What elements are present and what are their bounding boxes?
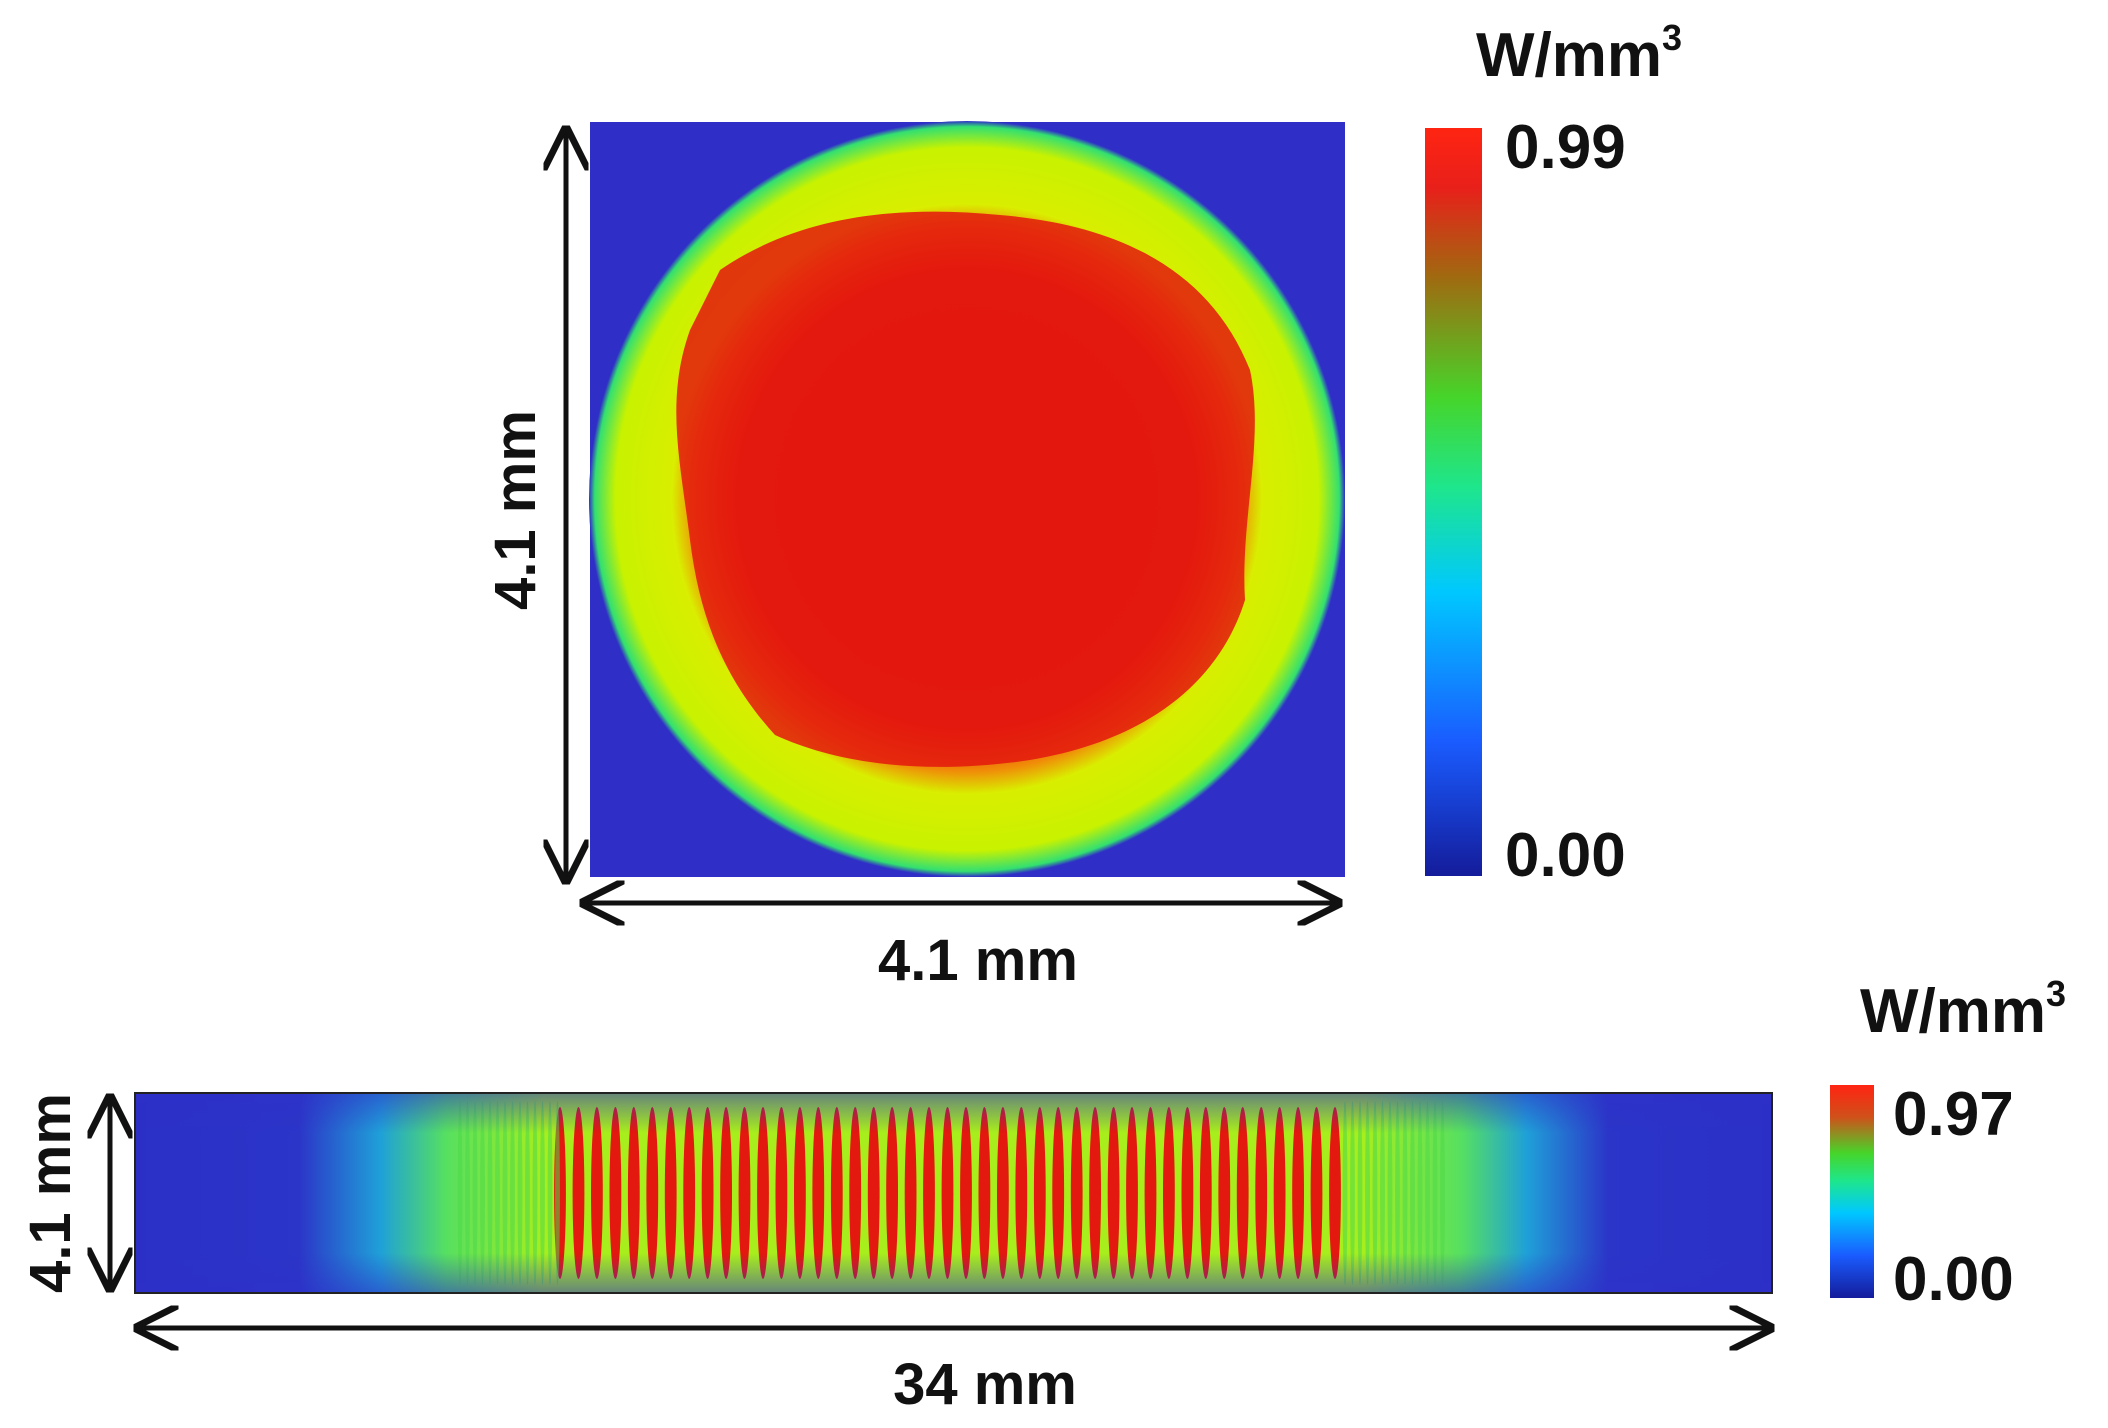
cross-section-core — [676, 211, 1255, 767]
longitudinal-border — [134, 1092, 1773, 1294]
cross-section-width-label: 4.1 mm — [878, 928, 1078, 993]
longitudinal-panel — [134, 1092, 1773, 1294]
longitudinal-height-label: 4.1 mm — [18, 1093, 83, 1293]
cross-section-colorbar: 0.99 0.00 W/mm3 — [1425, 17, 1682, 890]
colorbar-max-label-2: 0.97 — [1893, 1080, 2014, 1149]
longitudinal-edge-fade — [135, 1093, 1772, 1293]
colorbar-unit-label-2: W/mm3 — [1860, 973, 2066, 1046]
cross-section-panel — [589, 121, 1345, 877]
colorbar-gradient-2 — [1830, 1085, 1874, 1298]
colorbar-min-label: 0.00 — [1505, 821, 1626, 890]
colorbar-unit-label: W/mm3 — [1476, 17, 1682, 90]
longitudinal-colorbar: 0.97 0.00 W/mm3 — [1830, 973, 2066, 1314]
longitudinal-length-label: 34 mm — [893, 1352, 1077, 1417]
colorbar-gradient — [1425, 128, 1482, 876]
cross-section-height-label: 4.1 mm — [483, 410, 548, 610]
colorbar-max-label: 0.99 — [1505, 113, 1626, 182]
colorbar-min-label-2: 0.00 — [1893, 1245, 2014, 1314]
